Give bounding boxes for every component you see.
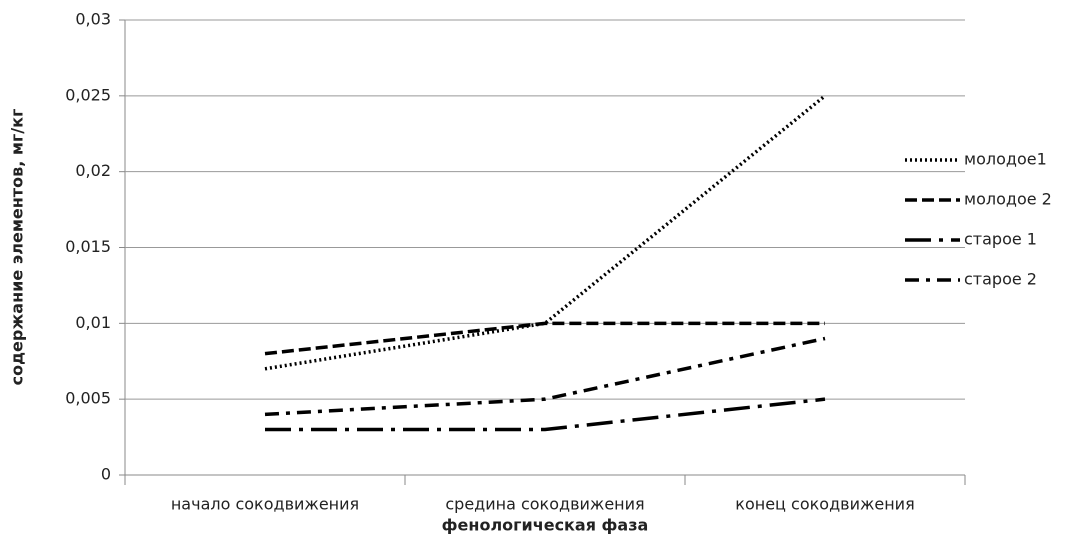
x-tick-label: конец сокодвижения [735, 495, 914, 514]
series-line [264, 336, 826, 417]
series-line [264, 321, 825, 356]
y-axis-label: содержание элементов, мг/кг [8, 109, 27, 386]
series-line [264, 94, 827, 371]
y-tick-label: 0,02 [75, 161, 111, 180]
y-tick-label: 0,01 [75, 313, 111, 332]
y-tick-label: 0,03 [75, 10, 111, 29]
y-tick-label: 0,025 [65, 85, 111, 104]
y-tick-label: 0,005 [65, 389, 111, 408]
legend-label: молодое 2 [964, 190, 1052, 209]
legend-label: старое 2 [964, 270, 1037, 289]
x-axis-label: фенологическая фаза [442, 516, 649, 535]
y-tick-label: 0,015 [65, 237, 111, 256]
x-tick-label: начало сокодвижения [171, 495, 359, 514]
legend-label: молодое1 [964, 150, 1047, 169]
series-line [265, 397, 826, 432]
y-tick-label: 0 [101, 465, 111, 484]
legend-label: старое 1 [964, 230, 1037, 249]
x-tick-label: средина сокодвижения [445, 495, 644, 514]
